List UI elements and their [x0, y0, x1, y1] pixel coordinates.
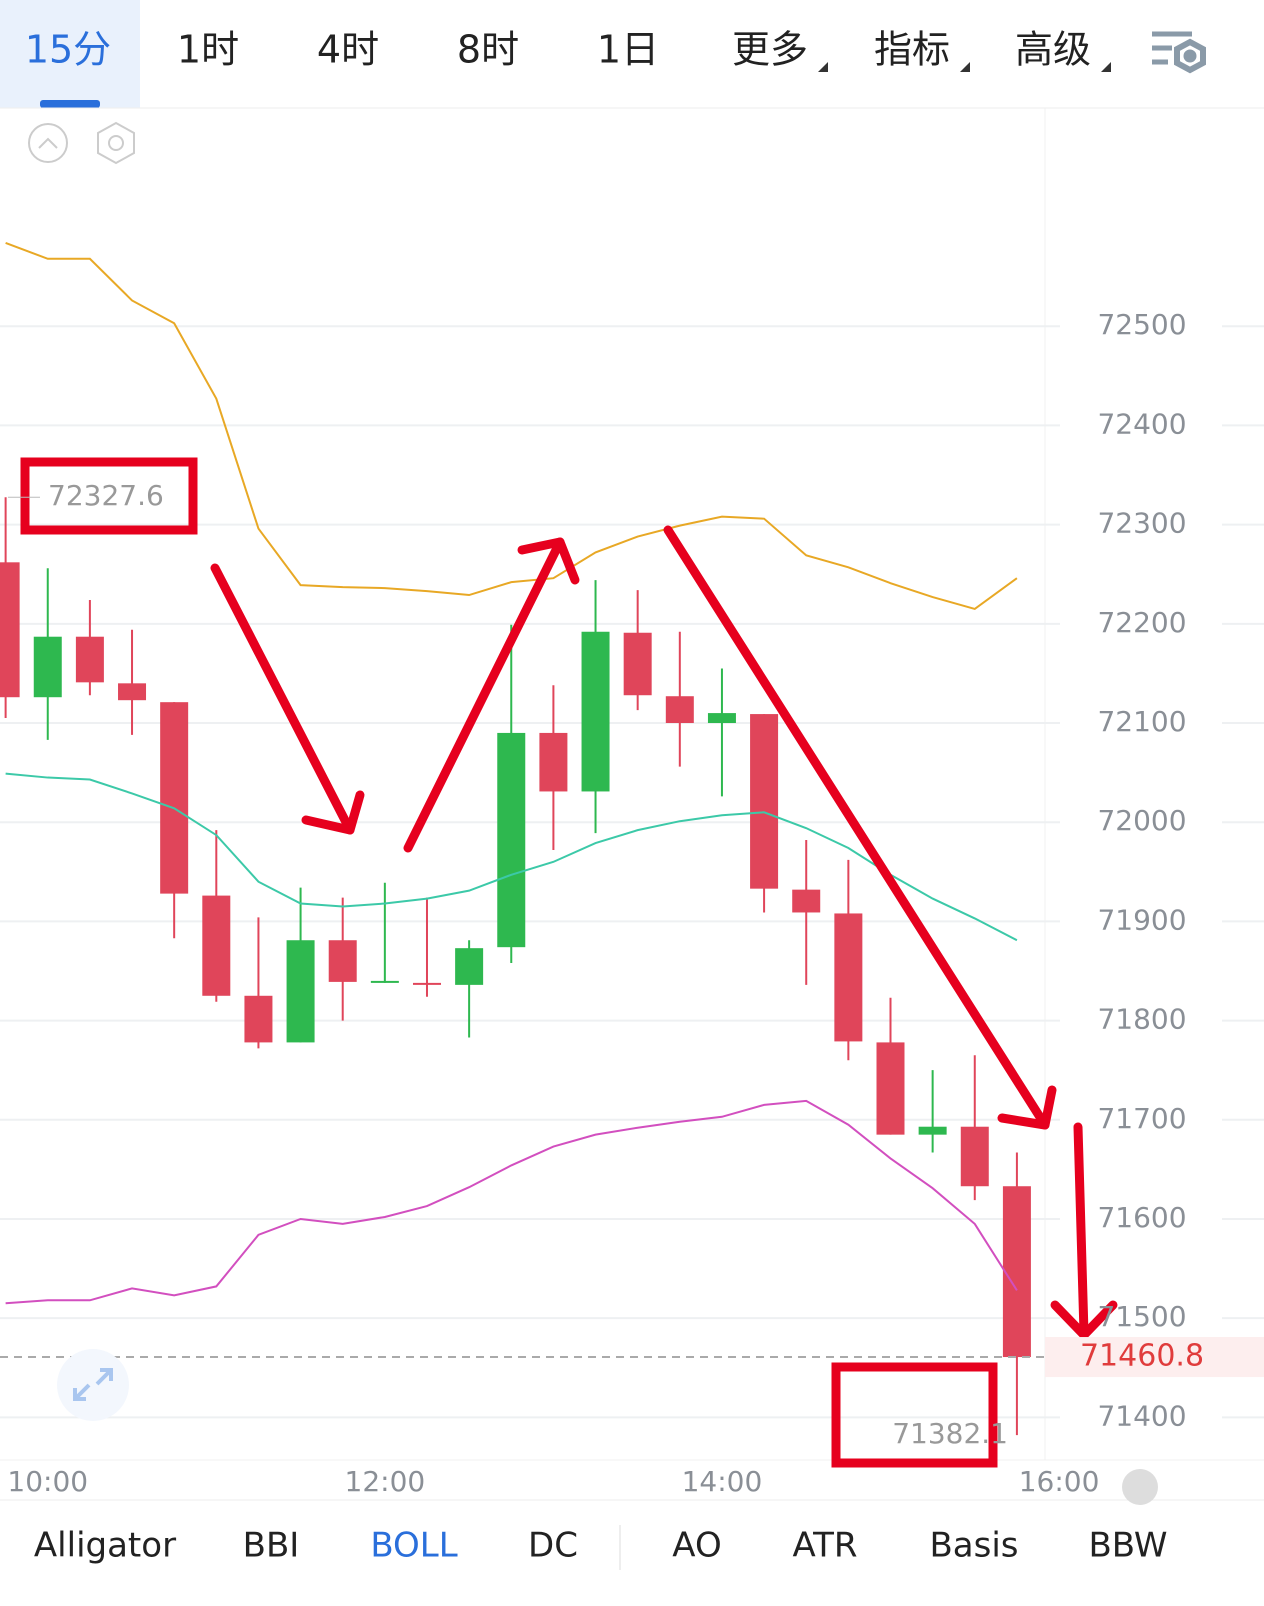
candle-body: [834, 913, 863, 1042]
candle-body: [118, 683, 147, 701]
candle-body: [918, 1126, 947, 1135]
low-label: 71382.1: [892, 1417, 1008, 1450]
candle-body: [328, 940, 357, 982]
indicator-tab[interactable]: AO: [672, 1526, 721, 1566]
x-tick-label: 16:00: [1019, 1465, 1100, 1498]
expand-icon: [73, 1368, 113, 1401]
candle-body: [412, 982, 441, 985]
y-tick-label: 72000: [1097, 804, 1186, 837]
candle-body: [497, 732, 526, 948]
candle-body: [707, 713, 736, 724]
y-tick-label: 71600: [1097, 1201, 1186, 1234]
candle-body: [244, 995, 273, 1043]
indicator-tab[interactable]: ATR: [792, 1526, 857, 1566]
candle-body: [623, 632, 652, 696]
last-price-label: 71460.8: [1080, 1339, 1204, 1374]
active-tab-indicator: [40, 100, 100, 108]
settings-icon[interactable]: [1152, 31, 1206, 74]
y-tick-label: 71800: [1097, 1003, 1186, 1036]
annotation-box: [20, 457, 198, 535]
dropdown-caret: [818, 62, 828, 72]
indicator-tab[interactable]: BBI: [243, 1526, 300, 1566]
bollinger-line: [5, 1099, 1018, 1305]
collapse-button[interactable]: [28, 123, 68, 163]
candle-body: [792, 889, 821, 913]
timeframe-tab[interactable]: 1日: [597, 28, 659, 72]
x-tick-label: 14:00: [682, 1465, 763, 1498]
candle-body: [0, 562, 20, 698]
y-tick-label: 72300: [1097, 507, 1186, 540]
x-tick-label: 12:00: [345, 1465, 426, 1498]
x-tick-label: 10:00: [7, 1465, 88, 1498]
candle-body: [876, 1042, 905, 1135]
high-label: 72327.6: [48, 479, 164, 512]
timeframe-tab[interactable]: 8时: [457, 28, 519, 72]
settings-button[interactable]: [97, 121, 135, 165]
y-tick-label: 72200: [1097, 606, 1186, 639]
indicator-tab[interactable]: BBW: [1088, 1526, 1167, 1566]
candle-body: [581, 631, 610, 792]
candle-body: [75, 636, 104, 683]
candle-body: [750, 714, 779, 889]
candle-body: [370, 980, 399, 983]
y-tick-label: 71500: [1097, 1300, 1186, 1333]
timeframe-tab[interactable]: 高级: [1015, 28, 1091, 72]
candle-body: [33, 636, 62, 698]
active-tab-bg: [0, 0, 140, 108]
last-price-bg: [1045, 1337, 1264, 1378]
bollinger-line: [5, 772, 1018, 942]
annotation-box: [831, 1362, 998, 1468]
y-tick-label: 72500: [1097, 308, 1186, 341]
y-tick-label: 71400: [1097, 1399, 1186, 1432]
candle-body: [1002, 1186, 1031, 1358]
collapse-icon: [38, 137, 58, 149]
timeframe-tab[interactable]: 指标: [874, 28, 950, 72]
timeframe-tab[interactable]: 1时: [177, 28, 239, 72]
expand-button[interactable]: [57, 1349, 129, 1421]
bollinger-line: [5, 241, 1018, 611]
annotation-arrows: [210, 525, 1118, 1340]
indicator-tab[interactable]: Alligator: [34, 1526, 176, 1566]
timeframe-tab[interactable]: 15分: [25, 28, 111, 72]
timeframe-tab[interactable]: 更多: [732, 28, 808, 72]
candle-body: [539, 732, 568, 792]
candle-body: [960, 1126, 989, 1187]
dropdown-caret: [960, 62, 970, 72]
candle-body: [286, 940, 315, 1043]
candle-body: [665, 696, 694, 724]
dropdown-caret: [1101, 62, 1111, 72]
indicator-tab[interactable]: DC: [528, 1526, 578, 1566]
indicator-tab[interactable]: BOLL: [370, 1526, 457, 1566]
y-tick-label: 72100: [1097, 705, 1186, 738]
candle-body: [202, 895, 231, 996]
y-tick-label: 72400: [1097, 407, 1186, 440]
scroll-latest-button[interactable]: [1122, 1469, 1158, 1505]
timeframe-tab[interactable]: 4时: [317, 28, 379, 72]
candle-body: [160, 702, 189, 894]
settings-icon: [108, 135, 124, 151]
y-tick-label: 71700: [1097, 1102, 1186, 1135]
candle-body: [455, 948, 484, 985]
indicator-tab[interactable]: Basis: [929, 1526, 1018, 1566]
y-tick-label: 71900: [1097, 903, 1186, 936]
